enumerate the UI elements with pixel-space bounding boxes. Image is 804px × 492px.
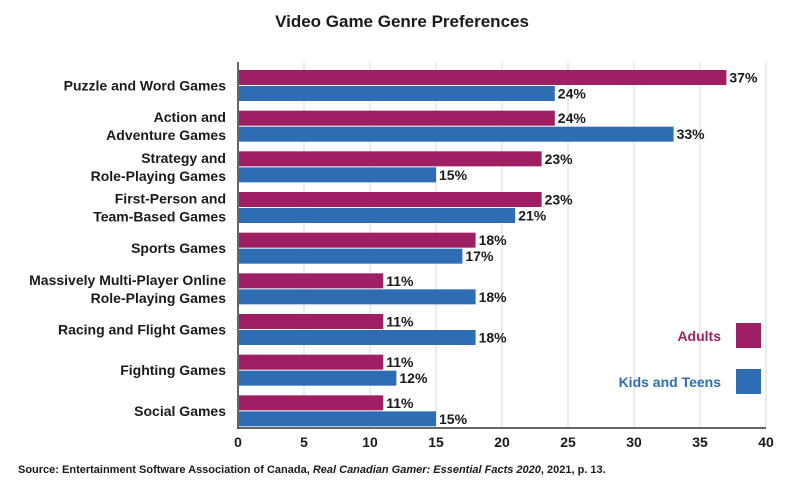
category-label: Massively Multi-Player Online bbox=[29, 272, 226, 288]
x-tick-label: 40 bbox=[758, 434, 774, 450]
x-tick-label: 35 bbox=[692, 434, 708, 450]
source-prefix: Source: Entertainment Software Associati… bbox=[18, 464, 313, 476]
legend-label: Adults bbox=[677, 328, 721, 344]
data-label: 23% bbox=[545, 151, 574, 167]
x-tick-label: 15 bbox=[428, 434, 444, 450]
x-tick-label: 20 bbox=[494, 434, 510, 450]
data-label: 33% bbox=[677, 126, 706, 142]
legend-swatch bbox=[736, 369, 761, 394]
x-tick-label: 25 bbox=[560, 434, 576, 450]
data-label: 11% bbox=[386, 314, 414, 330]
x-tick-label: 30 bbox=[626, 434, 642, 450]
bar-kids-teens bbox=[239, 208, 516, 223]
category-label: Puzzle and Word Games bbox=[64, 78, 227, 94]
data-label: 11% bbox=[386, 273, 414, 289]
category-label: First-Person and bbox=[115, 191, 226, 207]
legend-swatch bbox=[736, 323, 761, 348]
data-label: 12% bbox=[399, 370, 428, 386]
bar-adults bbox=[239, 192, 542, 207]
x-tick-label: 0 bbox=[234, 434, 242, 450]
data-label: 18% bbox=[479, 289, 508, 305]
bar-kids-teens bbox=[239, 167, 436, 183]
bar-adults bbox=[239, 151, 542, 167]
source-suffix: , 2021, p. 13. bbox=[540, 464, 606, 476]
x-tick-label: 10 bbox=[362, 434, 378, 450]
category-label: Action and bbox=[154, 109, 226, 125]
category-label: Strategy and bbox=[141, 150, 226, 166]
bar-adults bbox=[239, 314, 384, 329]
axes: 0 5 10 15 20 25 30 35 40 bbox=[234, 62, 774, 450]
source-title: Real Canadian Gamer: Essential Facts 202… bbox=[312, 464, 541, 476]
labels: 37% 24% Puzzle and Word Games 24% 33% Action … bbox=[29, 70, 758, 427]
bar-adults bbox=[239, 232, 476, 248]
bars bbox=[239, 70, 727, 427]
bar-kids-teens bbox=[239, 248, 463, 264]
data-label: 18% bbox=[479, 330, 508, 346]
bar-kids-teens bbox=[239, 289, 476, 305]
data-label: 18% bbox=[479, 232, 508, 248]
chart-title: Video Game Genre Preferences bbox=[275, 12, 529, 31]
data-label: 23% bbox=[545, 192, 574, 208]
category-label: Role-Playing Games bbox=[91, 168, 227, 184]
category-label: Role-Playing Games bbox=[91, 290, 227, 306]
x-tick-label: 5 bbox=[300, 434, 308, 450]
source-note: Source: Entertainment Software Associati… bbox=[18, 464, 606, 476]
category-label: Sports Games bbox=[131, 240, 226, 256]
data-label: 11% bbox=[386, 395, 414, 411]
category-label: Team-Based Games bbox=[93, 209, 226, 225]
bar-adults bbox=[239, 70, 727, 85]
category-label: Racing and Flight Games bbox=[58, 322, 226, 338]
bar-kids-teens bbox=[239, 370, 397, 386]
category-label: Adventure Games bbox=[106, 127, 226, 143]
bar-kids-teens bbox=[239, 86, 555, 101]
bar-adults bbox=[239, 354, 384, 370]
category-label: Social Games bbox=[134, 403, 226, 419]
bar-adults bbox=[239, 395, 384, 411]
bar-adults bbox=[239, 110, 555, 126]
data-label: 24% bbox=[558, 110, 587, 126]
bar-kids-teens bbox=[239, 411, 436, 427]
data-label: 17% bbox=[465, 248, 494, 264]
data-label: 24% bbox=[558, 86, 587, 102]
data-label: 21% bbox=[518, 208, 547, 224]
legend-label: Kids and Teens bbox=[619, 374, 722, 390]
bar-kids-teens bbox=[239, 330, 476, 345]
bar-kids-teens bbox=[239, 126, 674, 142]
data-label: 15% bbox=[439, 167, 468, 183]
data-label: 37% bbox=[729, 70, 758, 86]
data-label: 11% bbox=[386, 354, 414, 370]
legend: Adults Kids and Teens bbox=[619, 323, 761, 394]
bar-adults bbox=[239, 273, 384, 289]
category-label: Fighting Games bbox=[120, 362, 226, 378]
data-label: 15% bbox=[439, 411, 468, 427]
